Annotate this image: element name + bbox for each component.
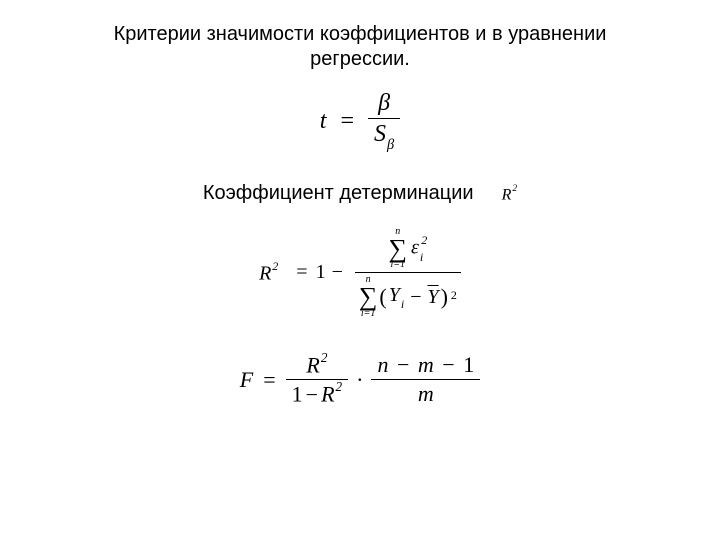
formula-t: t = β Sβ <box>320 90 400 152</box>
r2-one: 1 <box>316 261 326 284</box>
f1-num-base: R <box>306 352 319 377</box>
num-term: εi 2 <box>411 235 427 263</box>
sigma-icon: ∑ <box>359 285 378 308</box>
f1-den-one: 1 <box>292 382 303 407</box>
f1-den-minus: − <box>306 382 318 407</box>
lparen: ( <box>379 284 386 310</box>
f-frac2: n − m − 1 m <box>371 353 480 406</box>
f2-n: n <box>377 352 388 377</box>
den-sub-beta: β <box>387 137 394 153</box>
formula-t-numerator: β <box>372 90 396 116</box>
slide-title: Критерии значимости коэффициентов и в ур… <box>40 22 680 72</box>
sum-numerator: n ∑ i=1 <box>388 227 407 270</box>
title-line-2: регрессии. <box>310 48 410 70</box>
f-lhs: F <box>240 367 253 393</box>
den-Y-sub: i <box>401 297 404 311</box>
sigma-icon: ∑ <box>388 237 407 260</box>
f2-m: m <box>418 352 434 377</box>
r2-sup: 2 <box>512 183 517 194</box>
formula-t-eq: = <box>340 108 354 135</box>
sum-num-bottom: i=1 <box>390 260 405 270</box>
f1-den-sup: 2 <box>336 379 343 394</box>
f-frac2-den: m <box>412 382 440 406</box>
fraction-bar <box>371 379 480 380</box>
f-eq: = <box>263 367 275 393</box>
r2-bigfrac: n ∑ i=1 εi2 n ∑ i=1 ( <box>355 227 461 319</box>
f2-minus1: − <box>397 352 409 377</box>
eps-sup: 2 <box>421 233 427 247</box>
f1-num-sup: 2 <box>321 350 328 365</box>
subtitle-text: Коэффициент детерминации <box>203 182 474 205</box>
den-Yi: Yi <box>389 284 404 310</box>
den-minus: − <box>410 286 421 309</box>
rparen: ) <box>441 284 448 310</box>
sum-denominator: n ∑ i=1 <box>359 275 378 318</box>
den-outer-sup: 2 <box>451 288 457 303</box>
r2-lhs-base: R <box>259 262 271 284</box>
eps-sub: i <box>420 250 423 264</box>
fraction-bar <box>355 272 461 273</box>
f2-minus2: − <box>442 352 454 377</box>
slide: Критерии значимости коэффициентов и в ур… <box>0 0 720 540</box>
f-frac1-num: R2 <box>300 353 333 378</box>
r2-denominator: n ∑ i=1 ( Yi − Y ) 2 <box>355 275 461 318</box>
f-dot: · <box>356 367 363 393</box>
r2-lhs: R2 <box>259 261 278 286</box>
fraction-bar <box>368 118 400 119</box>
den-Ybar: Y <box>427 286 438 309</box>
formula-t-denominator: Sβ <box>368 121 400 152</box>
r2-base: R <box>502 186 512 203</box>
eps: ε <box>411 237 419 259</box>
r2-eq: = <box>296 261 307 284</box>
formula-t-fraction: β Sβ <box>368 90 400 152</box>
r-squared-symbol: R2 <box>502 185 518 204</box>
formula-t-lhs: t <box>320 108 327 135</box>
r2-numerator: n ∑ i=1 εi 2 <box>384 227 431 270</box>
formula-f: F = R2 1−R2 · n − m − 1 m <box>0 353 720 407</box>
title-line-1: Критерии значимости коэффициентов и в ур… <box>114 23 607 45</box>
f2-one: 1 <box>463 352 474 377</box>
f-frac2-num: n − m − 1 <box>371 353 480 377</box>
formula-t-row: t = β Sβ <box>0 90 720 152</box>
r2-lhs-sup: 2 <box>272 259 278 273</box>
sum-den-bottom: i=1 <box>361 309 376 319</box>
f-frac1: R2 1−R2 <box>286 353 348 407</box>
r2-minus: − <box>332 261 343 284</box>
r2-rhs: 1 − n ∑ i=1 εi2 n ∑ <box>316 227 461 319</box>
den-Y: Y <box>389 284 400 306</box>
f-frac1-den: 1−R2 <box>286 382 348 407</box>
formula-r-squared: R2 = 1 − n ∑ i=1 εi2 <box>0 227 720 319</box>
f1-den-base: R <box>321 382 334 407</box>
subtitle-row: Коэффициент детерминации R2 <box>0 182 720 205</box>
den-S: S <box>374 121 386 147</box>
